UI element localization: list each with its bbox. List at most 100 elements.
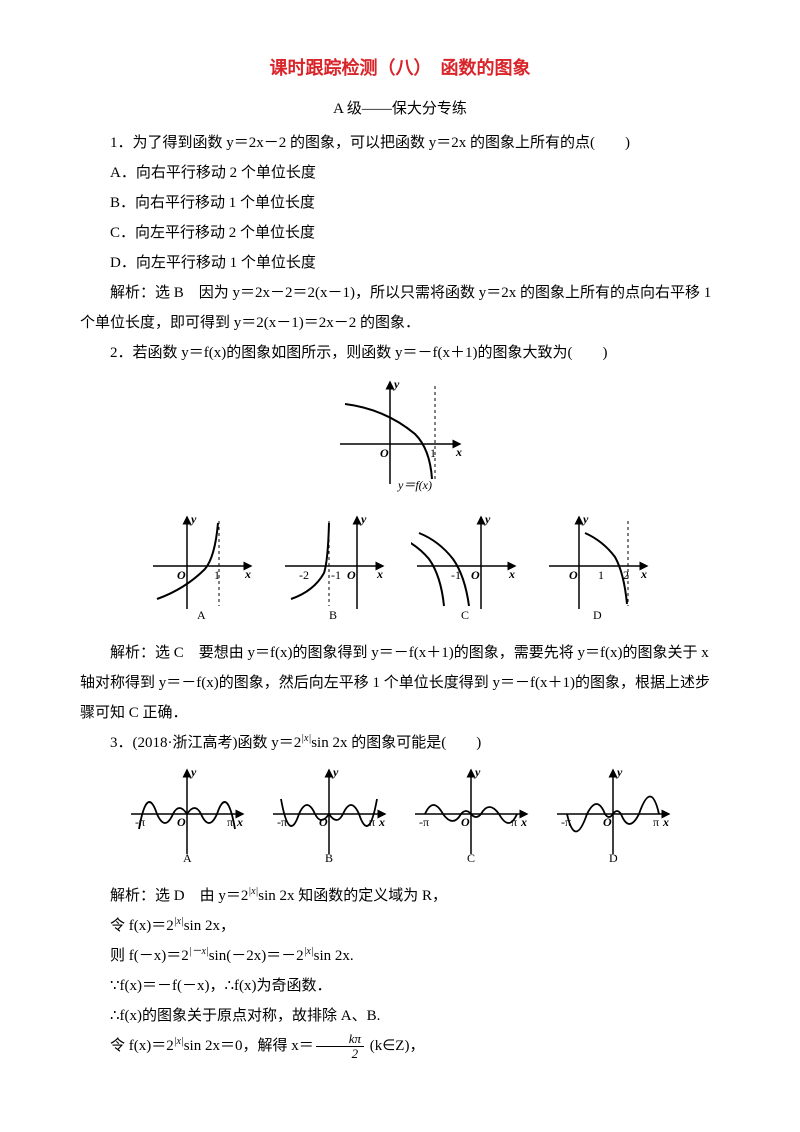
- q1-optB: B．向右平行移动 1 个单位长度: [80, 188, 720, 218]
- q3-sol2a: 令 f(x)＝2: [110, 918, 174, 934]
- svg-text:-2: -2: [299, 568, 309, 582]
- svg-text:C: C: [467, 851, 475, 864]
- q3-sol3c: sin 2x.: [314, 948, 354, 964]
- svg-text:O: O: [177, 568, 186, 582]
- q3-sol6c: (k∈Z)，: [366, 1038, 424, 1054]
- q1-stem: 1．为了得到函数 y＝2x－2 的图象，可以把函数 y＝2x 的图象上所有的点(…: [80, 128, 720, 158]
- svg-text:O: O: [569, 568, 578, 582]
- svg-text:y: y: [359, 512, 367, 526]
- q3-sol3a: 则 f(－x)＝2: [110, 948, 189, 964]
- q2-main-figure: O 1 x y y＝f(x): [80, 374, 720, 505]
- svg-text:A: A: [183, 851, 192, 864]
- svg-text:-1: -1: [331, 568, 341, 582]
- svg-text:y: y: [331, 765, 339, 779]
- q1-stem-text: 1．为了得到函数 y＝2x－2 的图象，可以把函数 y＝2x 的图象上所有的点(…: [110, 135, 630, 151]
- svg-text:O: O: [177, 815, 186, 829]
- svg-text:y: y: [189, 512, 197, 526]
- q3-sol3b: sin(－2x)＝－2: [209, 948, 304, 964]
- svg-text:D: D: [609, 851, 618, 864]
- page-title: 课时跟踪检测（八） 函数的图象: [80, 50, 720, 86]
- svg-text:2: 2: [623, 568, 629, 582]
- svg-text:1: 1: [214, 568, 220, 582]
- q2-fig-D: O 1 2 x y D: [543, 511, 653, 632]
- fn-label: y＝f(x): [397, 478, 432, 492]
- q1-optA: A．向右平行移动 2 个单位长度: [80, 158, 720, 188]
- svg-text:x: x: [244, 567, 251, 581]
- svg-text:O: O: [347, 568, 356, 582]
- frac-num: kπ: [316, 1032, 364, 1047]
- svg-text:-π: -π: [419, 815, 429, 829]
- q3-sol2b: sin 2x，: [184, 918, 235, 934]
- svg-text:-π: -π: [277, 815, 287, 829]
- exp-negx: |－x|: [189, 946, 209, 957]
- svg-text:-1: -1: [451, 568, 461, 582]
- fraction-kpi-2: kπ2: [316, 1032, 364, 1062]
- q3-sol6a: 令 f(x)＝2: [110, 1038, 174, 1054]
- svg-text:-π: -π: [135, 815, 145, 829]
- svg-text:O: O: [603, 815, 612, 829]
- q3-stem: 3．(2018·浙江高考)函数 y＝2|x|sin 2x 的图象可能是( ): [80, 728, 720, 758]
- svg-text:O: O: [319, 815, 328, 829]
- svg-text:A: A: [197, 608, 206, 621]
- svg-text:y: y: [473, 765, 481, 779]
- svg-text:-π: -π: [561, 815, 571, 829]
- q3-sol6b: sin 2x＝0，解得 x＝: [184, 1038, 314, 1054]
- q2-options-row: O 1 x y A -2 -1 O x y B: [80, 511, 720, 632]
- svg-text:x: x: [378, 815, 385, 829]
- q3-fig-D: -π O π x y D: [553, 764, 673, 875]
- q3-sol-line6: 令 f(x)＝2|x|sin 2x＝0，解得 x＝kπ2 (k∈Z)，: [80, 1031, 720, 1061]
- q3-sol-line2: 令 f(x)＝2|x|sin 2x，: [80, 911, 720, 941]
- q3-sol1b: sin 2x 知函数的定义域为 R，: [258, 888, 447, 904]
- q3-stem-a: 3．(2018·浙江高考)函数 y＝2: [110, 735, 301, 751]
- exp-x-2: |x|: [248, 886, 258, 897]
- svg-text:x: x: [376, 567, 383, 581]
- x-axis-label: x: [455, 445, 462, 459]
- svg-text:B: B: [325, 851, 333, 864]
- q2-fig-C: -1 O x y C: [411, 511, 521, 632]
- q3-sol-line5: ∴f(x)的图象关于原点对称，故排除 A、B.: [80, 1001, 720, 1031]
- svg-text:B: B: [329, 608, 337, 621]
- q1-optD: D．向左平行移动 1 个单位长度: [80, 248, 720, 278]
- svg-text:1: 1: [598, 568, 604, 582]
- q1-optC: C．向左平行移动 2 个单位长度: [80, 218, 720, 248]
- q2-stem: 2．若函数 y＝f(x)的图象如图所示，则函数 y＝－f(x＋1)的图象大致为(…: [80, 338, 720, 368]
- svg-text:C: C: [461, 608, 469, 621]
- svg-text:y: y: [615, 765, 623, 779]
- svg-text:D: D: [593, 608, 602, 621]
- svg-text:x: x: [236, 815, 243, 829]
- q3-sol-line4: ∵f(x)＝－f(－x)，∴f(x)为奇函数．: [80, 971, 720, 1001]
- svg-text:π: π: [511, 815, 517, 829]
- svg-text:y: y: [189, 765, 197, 779]
- frac-den: 2: [316, 1047, 364, 1061]
- q2-fig-A: O 1 x y A: [147, 511, 257, 632]
- svg-text:x: x: [640, 567, 647, 581]
- svg-text:x: x: [508, 567, 515, 581]
- page-subtitle: A 级——保大分专练: [80, 94, 720, 124]
- svg-text:y: y: [483, 512, 491, 526]
- q3-fig-A: -π O π x y A: [127, 764, 247, 875]
- q3-options-row: -π O π x y A -π O π x y B -π: [80, 764, 720, 875]
- tick-1: 1: [430, 446, 436, 460]
- y-axis-label: y: [392, 377, 400, 391]
- svg-text:O: O: [471, 568, 480, 582]
- exp-x-3: |x|: [174, 916, 184, 927]
- q2-solution: 解析：选 C 要想由 y＝f(x)的图象得到 y＝－f(x＋1)的图象，需要先将…: [80, 638, 720, 728]
- svg-text:π: π: [227, 815, 233, 829]
- svg-text:x: x: [662, 815, 669, 829]
- origin-label: O: [380, 446, 389, 460]
- q3-fig-B: -π O π x y B: [269, 764, 389, 875]
- svg-text:x: x: [520, 815, 527, 829]
- q3-stem-b: sin 2x 的图象可能是( ): [311, 735, 481, 751]
- q1-solution: 解析：选 B 因为 y＝2x－2＝2(x－1)，所以只需将函数 y＝2x 的图象…: [80, 278, 720, 338]
- exp-x: |x|: [301, 733, 311, 744]
- svg-text:π: π: [653, 815, 659, 829]
- q3-sol1a: 解析：选 D 由 y＝2: [110, 888, 248, 904]
- exp-x-4: |x|: [304, 946, 314, 957]
- q3-sol-line3: 则 f(－x)＝2|－x|sin(－2x)＝－2|x|sin 2x.: [80, 941, 720, 971]
- svg-text:π: π: [369, 815, 375, 829]
- exp-x-5: |x|: [174, 1036, 184, 1047]
- svg-text:O: O: [461, 815, 470, 829]
- q3-sol-line1: 解析：选 D 由 y＝2|x|sin 2x 知函数的定义域为 R，: [80, 881, 720, 911]
- svg-text:y: y: [581, 512, 589, 526]
- q3-fig-C: -π O π x y C: [411, 764, 531, 875]
